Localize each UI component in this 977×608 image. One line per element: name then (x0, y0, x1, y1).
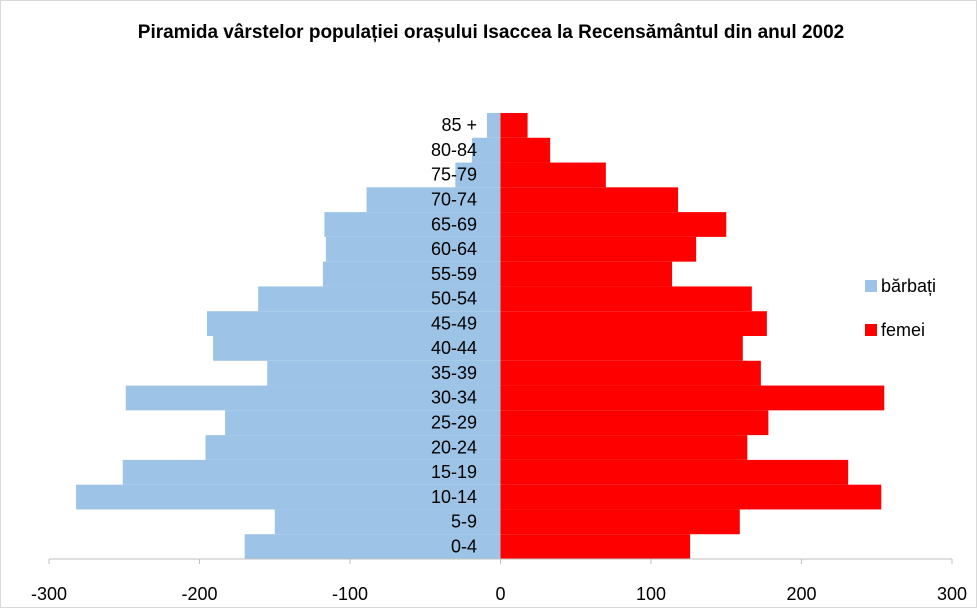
x-tick-label: -300 (31, 584, 67, 604)
bar (125, 385, 501, 411)
x-tick-label: -200 (181, 584, 217, 604)
bar (500, 410, 769, 436)
bar (225, 410, 501, 436)
bar (213, 336, 501, 361)
bar (500, 286, 752, 312)
y-tick-label: 60-64 (431, 239, 477, 259)
x-tick-label: 200 (786, 584, 816, 604)
bar (500, 336, 743, 361)
y-tick-label: 85 + (441, 115, 477, 135)
x-tick-label: -100 (332, 584, 368, 604)
y-tick-label: 0-4 (451, 536, 477, 556)
y-tick-label: 40-44 (431, 338, 477, 358)
bar (205, 435, 501, 460)
bar (322, 261, 501, 287)
y-tick-label: 30-34 (431, 388, 477, 408)
bar (500, 311, 767, 336)
bar (500, 509, 740, 535)
y-tick-label: 15-19 (431, 462, 477, 482)
y-tick-label: 5-9 (451, 512, 477, 532)
bar (471, 137, 501, 163)
bar (455, 162, 501, 188)
bar (274, 509, 501, 535)
bar (500, 360, 761, 386)
y-tick-label: 20-24 (431, 437, 477, 457)
bar (500, 113, 528, 138)
y-tick-label: 25-29 (431, 412, 477, 432)
bar (500, 162, 606, 188)
bar (486, 113, 501, 138)
bar (76, 484, 501, 510)
legend-label: femei (881, 320, 925, 340)
y-tick-label: 45-49 (431, 313, 477, 333)
bar (500, 137, 551, 163)
legend-swatch (865, 324, 877, 336)
bar (258, 286, 501, 312)
y-tick-label: 65-69 (431, 214, 477, 234)
y-tick-label: 80-84 (431, 140, 477, 160)
bar (500, 385, 885, 411)
bar (500, 459, 849, 485)
chart-title: Piramida vârstelor populației orașului I… (137, 22, 845, 43)
bar (500, 187, 679, 213)
bar (500, 534, 691, 559)
x-tick-label: 100 (636, 584, 666, 604)
y-tick-label: 10-14 (431, 487, 477, 507)
bar (267, 360, 501, 386)
bar (500, 435, 748, 460)
bar (122, 459, 501, 485)
bar (500, 261, 673, 287)
bar (500, 236, 697, 262)
bar (500, 212, 727, 237)
legend-swatch (865, 280, 877, 292)
y-tick-label: 75-79 (431, 165, 477, 185)
y-tick-label: 50-54 (431, 289, 477, 309)
bar (207, 311, 501, 336)
bar (244, 534, 501, 559)
bar (325, 236, 501, 262)
y-tick-label: 35-39 (431, 363, 477, 383)
y-tick-label: 55-59 (431, 264, 477, 284)
bar (324, 212, 501, 237)
x-tick-label: 300 (937, 584, 967, 604)
legend-label: bărbați (881, 276, 936, 296)
x-tick-label: 0 (495, 584, 505, 604)
bar (366, 187, 501, 213)
bar (500, 484, 882, 510)
y-tick-label: 70-74 (431, 189, 477, 209)
